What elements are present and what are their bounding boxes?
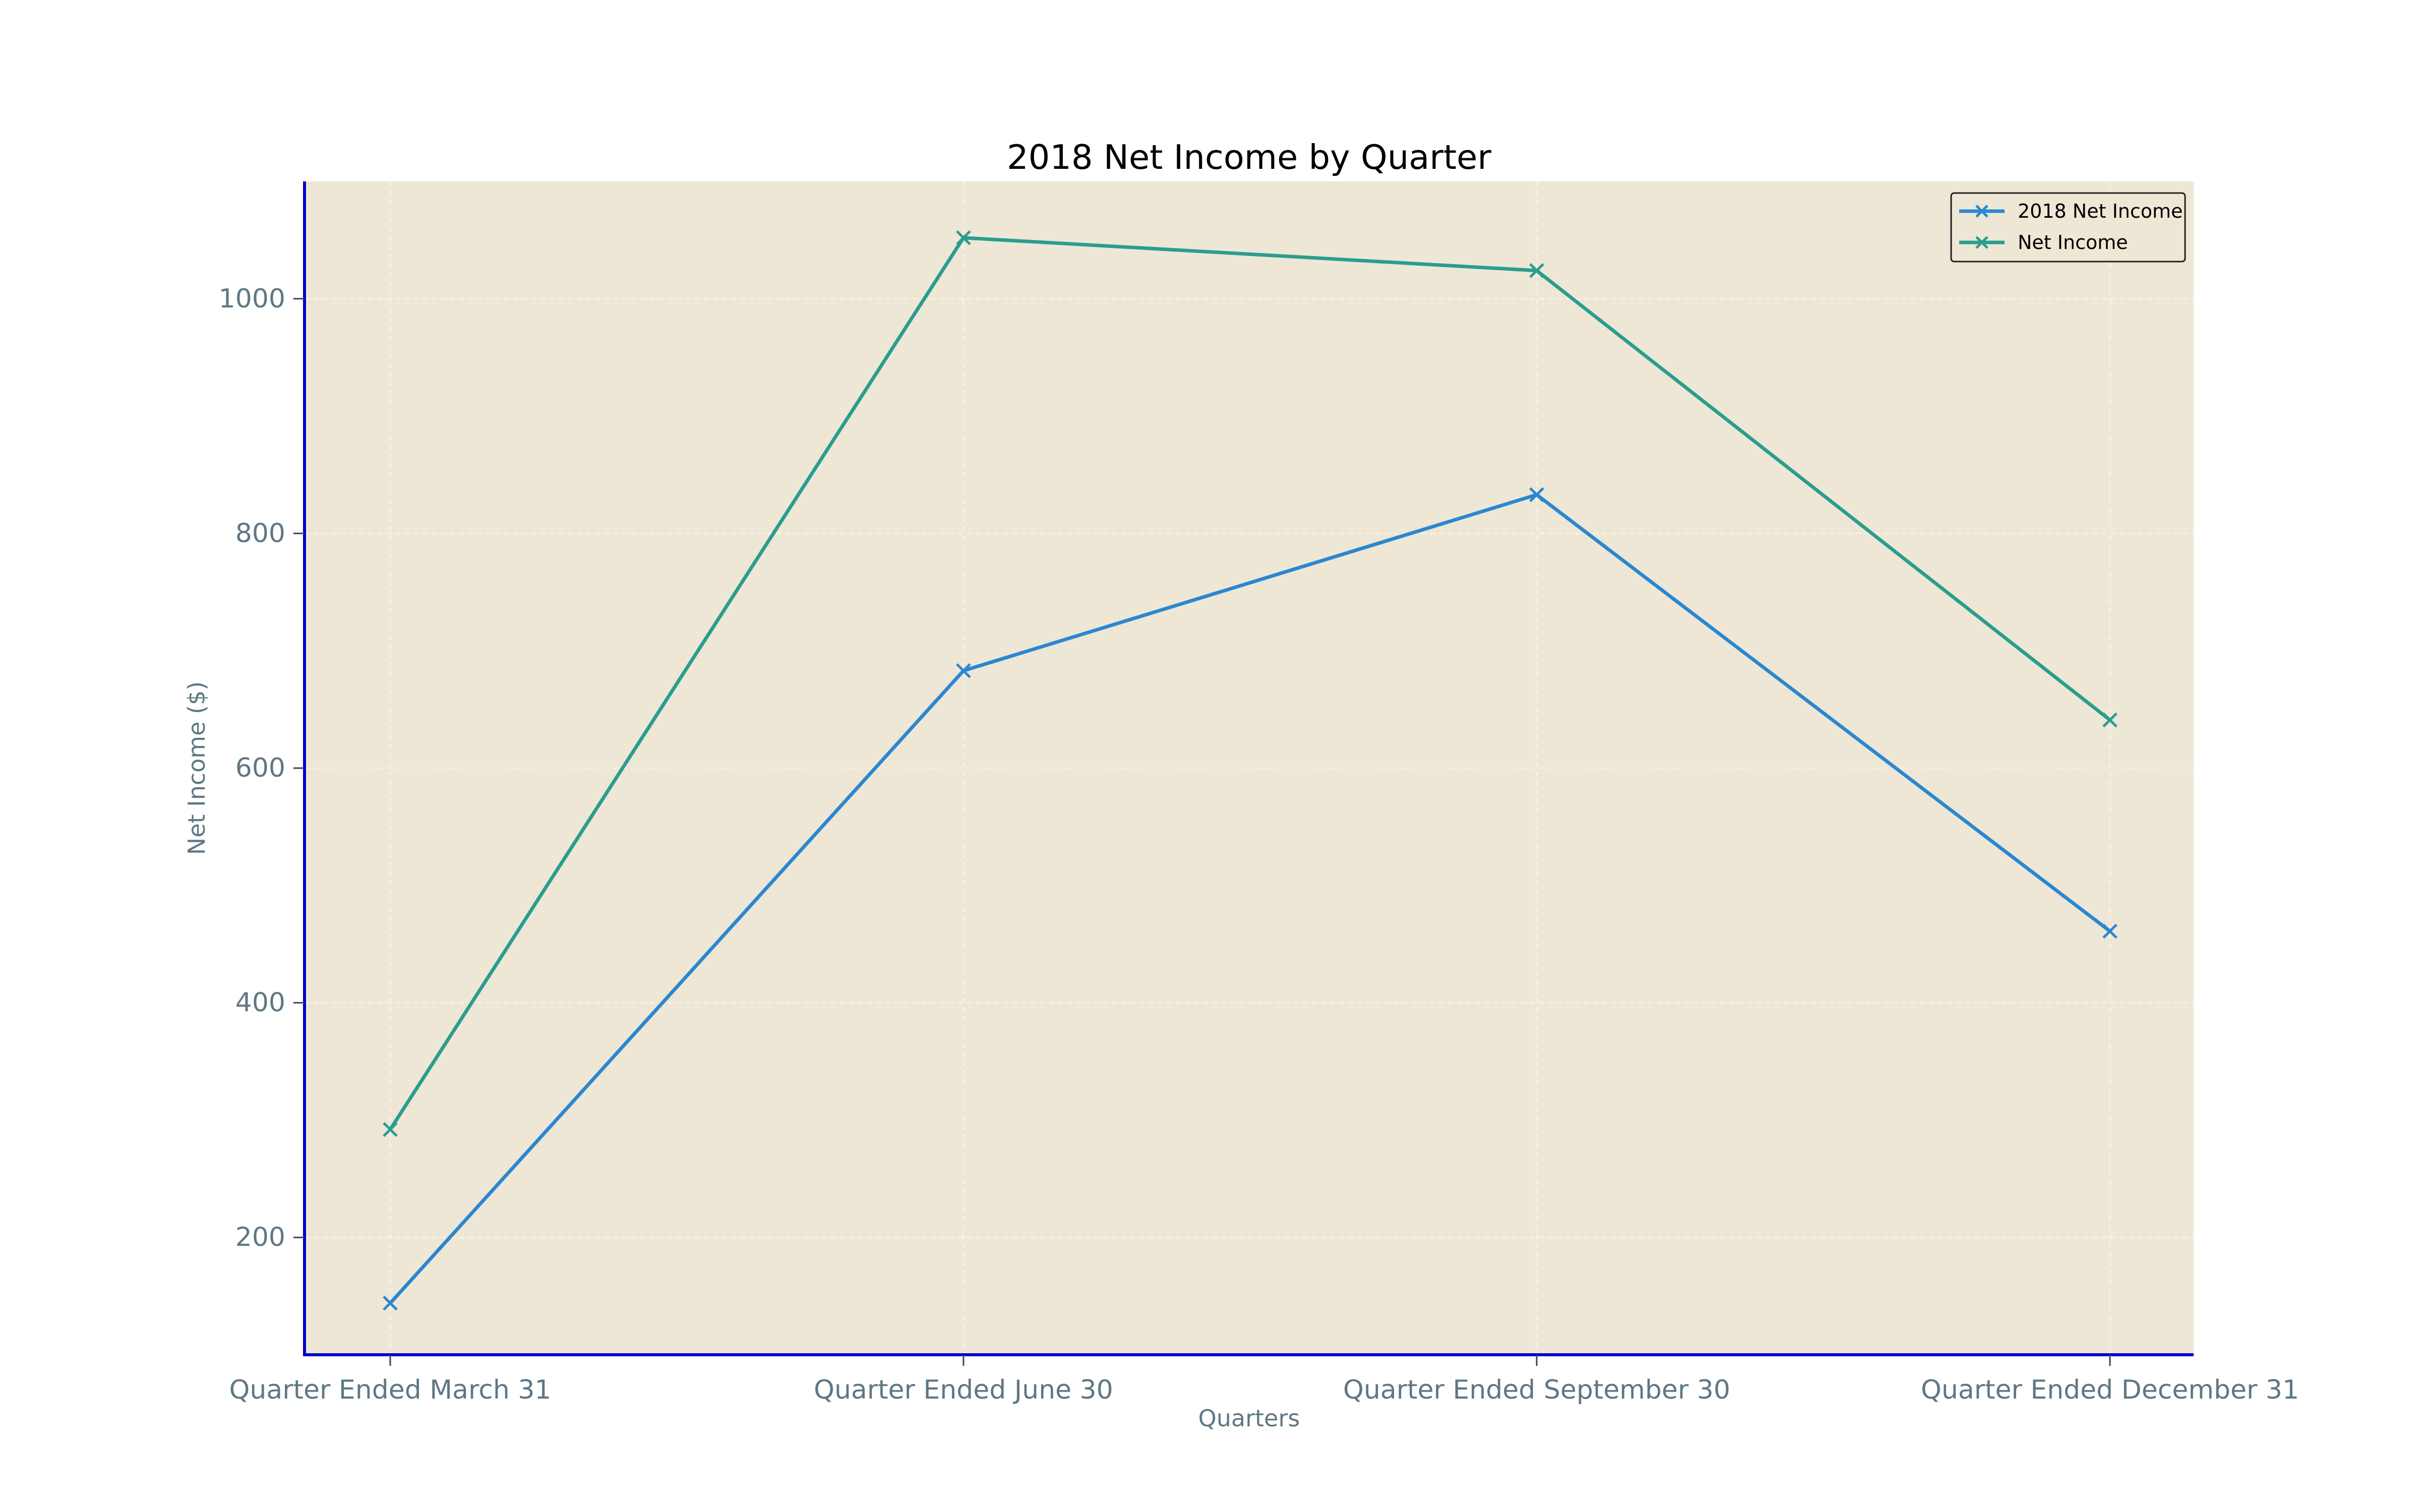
data-point (1529, 263, 1544, 278)
x-tick-label: Quarter Ended March 31 (229, 1375, 552, 1405)
grid (305, 181, 2194, 1355)
series-1 (383, 487, 2118, 1311)
legend-marker (1975, 205, 1988, 218)
chart-title: 2018 Net Income by Quarter (1007, 138, 1491, 177)
data-point (383, 1295, 398, 1311)
y-tick-label: 800 (235, 518, 285, 548)
data-point (1529, 487, 1544, 502)
legend: 2018 Net Income Net Income (1950, 192, 2186, 263)
legend-box (1950, 192, 2186, 263)
y-axis-title: Net Income ($) (183, 681, 210, 855)
legend-item: 2018 Net Income (1959, 200, 2183, 222)
y-tick-label: 600 (235, 753, 285, 783)
data-point (2102, 712, 2118, 728)
legend-label: Net Income (2018, 231, 2128, 254)
data-point (956, 230, 971, 245)
y-tick-label: 400 (235, 988, 285, 1018)
series-2 (383, 230, 2118, 1137)
series-layer (383, 230, 2118, 1311)
legend-label: 2018 Net Income (2018, 200, 2183, 222)
legend-item: Net Income (1959, 231, 2128, 254)
data-point (956, 663, 971, 678)
data-point (2102, 923, 2118, 939)
x-tick-label: Quarter Ended June 30 (814, 1375, 1113, 1405)
legend-marker (1975, 236, 1988, 249)
series-line (388, 493, 2112, 1305)
x-tick-label: Quarter Ended September 30 (1343, 1375, 1730, 1405)
x-axis-title: Quarters (1198, 1405, 1300, 1432)
x-tick-label: Quarter Ended December 31 (1921, 1375, 2299, 1405)
series-line (388, 236, 2112, 1131)
y-tick-label: 1000 (219, 284, 285, 314)
ticks: 200 400 600 800 1000 Quarter Ended March 31 Qu… (219, 284, 2299, 1405)
data-point (383, 1122, 398, 1137)
y-tick-label: 200 (235, 1222, 285, 1252)
plot-area (305, 181, 2194, 1355)
